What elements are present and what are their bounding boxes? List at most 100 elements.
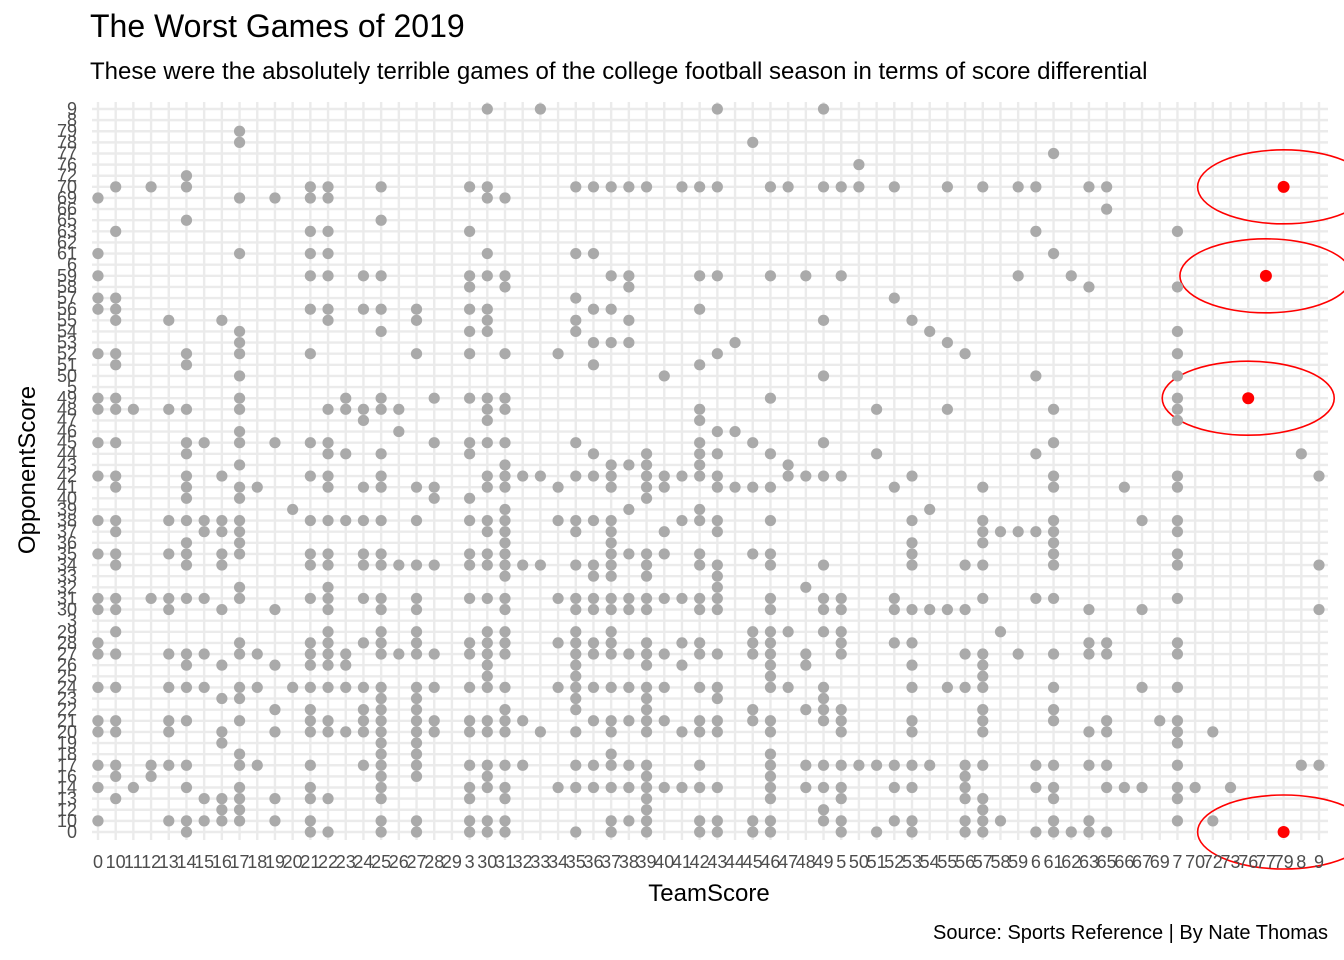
data-point (304, 726, 316, 738)
data-point (711, 425, 723, 438)
x-tick-label: 76 (1238, 852, 1258, 872)
data-point (499, 270, 511, 282)
data-point (322, 181, 334, 193)
data-point (481, 659, 493, 671)
data-point (587, 648, 600, 660)
data-point (711, 103, 723, 115)
y-tick-label: 39 (57, 499, 77, 519)
data-point (375, 826, 387, 838)
data-point (605, 781, 617, 794)
x-tick-label: 43 (707, 852, 727, 872)
data-point (640, 770, 653, 782)
data-point (233, 325, 246, 338)
data-point (233, 192, 246, 204)
y-tick-label: 57 (57, 288, 77, 308)
data-point (640, 637, 653, 649)
data-point (817, 314, 830, 326)
y-tick-label: 48 (57, 399, 77, 419)
data-point (357, 481, 370, 493)
data-point (1136, 781, 1148, 794)
data-point (499, 726, 511, 738)
data-point (941, 681, 953, 694)
data-point (92, 715, 104, 727)
data-point (640, 715, 653, 727)
highlight-ellipse (1196, 149, 1344, 225)
data-point (764, 681, 777, 694)
data-point (764, 726, 777, 738)
data-point (640, 492, 653, 504)
data-point (233, 370, 246, 382)
data-point (322, 581, 334, 593)
y-tick-label: 58 (57, 277, 77, 297)
data-point (357, 592, 370, 605)
data-point (357, 303, 370, 315)
x-tick-label: 28 (424, 852, 444, 872)
data-point (92, 303, 104, 315)
data-point (835, 270, 847, 282)
x-tick-label: 67 (1132, 852, 1152, 872)
y-tick-label: 52 (57, 344, 77, 364)
data-point (1047, 704, 1060, 716)
data-point (92, 815, 104, 827)
data-point (322, 659, 334, 671)
data-point (817, 470, 830, 482)
data-point (322, 715, 334, 727)
data-point (817, 804, 830, 816)
data-point (233, 248, 246, 260)
data-point (375, 704, 387, 716)
y-tick-label: 24 (57, 677, 77, 697)
data-point (216, 526, 228, 538)
data-point (464, 815, 476, 827)
data-point (304, 637, 316, 649)
y-tick-label: 78 (57, 132, 77, 152)
x-tick-label: 47 (778, 852, 798, 872)
data-point (198, 437, 210, 449)
data-point (92, 726, 104, 738)
data-point (694, 826, 706, 838)
data-point (499, 526, 511, 538)
data-point (587, 336, 600, 349)
y-tick-label: 65 (57, 210, 77, 230)
data-point (322, 403, 334, 415)
data-point (570, 559, 582, 571)
data-point (1047, 715, 1060, 727)
data-point (906, 559, 918, 571)
data-point (481, 303, 493, 315)
data-point (393, 425, 405, 438)
data-point (570, 292, 582, 304)
data-point (694, 359, 706, 371)
y-tick-label: 54 (57, 321, 77, 341)
x-tick-label: 20 (283, 852, 303, 872)
data-point (623, 503, 635, 516)
data-point (233, 759, 246, 771)
data-point (1047, 681, 1060, 694)
data-point (481, 648, 493, 660)
data-point (711, 681, 723, 694)
data-point (180, 492, 193, 504)
data-point (1047, 815, 1060, 827)
data-point (658, 481, 670, 493)
x-tick-label: 72 (1203, 852, 1223, 872)
data-point (251, 648, 263, 660)
data-point (340, 514, 352, 527)
data-point (464, 325, 476, 338)
data-point (605, 637, 617, 649)
data-point (747, 704, 759, 716)
data-point (499, 459, 511, 471)
data-point (959, 793, 971, 805)
data-point (694, 592, 706, 605)
data-point (198, 793, 210, 805)
data-point (1047, 514, 1060, 527)
data-point (1083, 726, 1095, 738)
data-point (605, 526, 617, 538)
data-point (216, 603, 228, 616)
data-point (711, 348, 723, 360)
data-point (163, 403, 175, 415)
highlight-ellipse (1161, 360, 1336, 437)
data-point (304, 470, 316, 482)
data-point (1171, 403, 1184, 415)
data-point (322, 314, 334, 326)
x-tick-label: 6 (1031, 852, 1041, 872)
data-point (499, 793, 511, 805)
